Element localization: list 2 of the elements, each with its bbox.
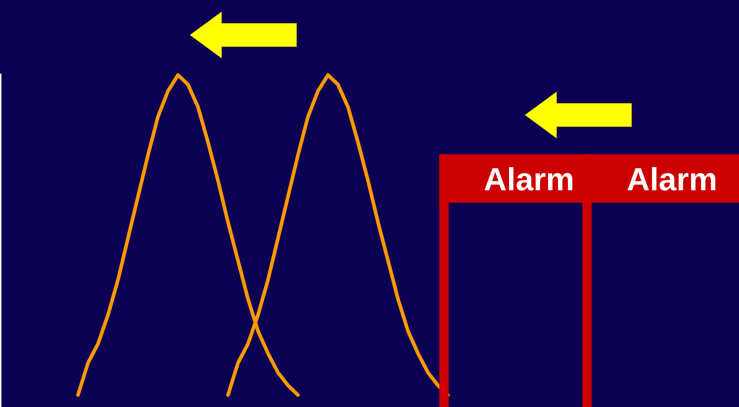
annotation: Alarm <box>484 167 572 191</box>
annotation: Alarm <box>628 167 716 191</box>
